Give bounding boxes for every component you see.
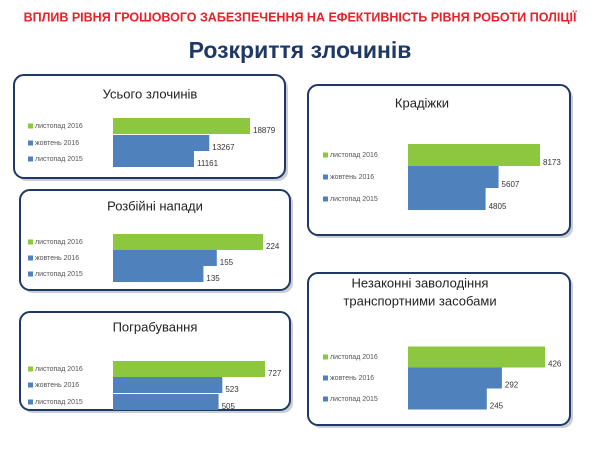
- bar: [113, 135, 210, 151]
- legend-marker: [28, 156, 33, 162]
- bar: [408, 166, 499, 188]
- legend-marker: [28, 366, 33, 372]
- value-label: 523: [225, 385, 239, 394]
- value-label: 224: [266, 242, 280, 251]
- legend-marker: [28, 123, 33, 129]
- chart-title: Розбійні напади: [107, 198, 203, 213]
- category-label: листопад 2016: [35, 239, 83, 246]
- legend-marker: [28, 271, 33, 277]
- bar: [113, 361, 265, 377]
- category-label: листопад 2015: [35, 156, 83, 163]
- chart-title: Крадіжки: [395, 95, 449, 110]
- value-label: 426: [548, 360, 562, 369]
- value-label: 11161: [197, 159, 219, 168]
- bar: [408, 388, 487, 410]
- category-label: листопад 2016: [330, 152, 378, 159]
- bar: [113, 394, 219, 410]
- bar: [113, 118, 250, 134]
- chart-title: транспортними засобами: [343, 293, 496, 308]
- legend-marker: [28, 399, 33, 405]
- legend-marker: [28, 382, 33, 388]
- bar: [113, 266, 204, 282]
- chart-title: Пограбування: [113, 319, 198, 334]
- category-label: жовтень 2016: [35, 140, 79, 147]
- category-label: листопад 2016: [330, 354, 378, 361]
- legend-marker: [28, 239, 33, 245]
- chart-panel: Крадіжки листопад 2016 8173 жовтень 2016 560…: [307, 84, 573, 238]
- value-label: 13267: [212, 143, 235, 152]
- value-label: 155: [220, 258, 234, 267]
- chart-title: Усього злочинів: [103, 86, 198, 101]
- bar: [113, 377, 223, 393]
- value-label: 505: [222, 402, 236, 411]
- legend-marker: [323, 396, 328, 402]
- value-label: 8173: [543, 158, 561, 167]
- value-label: 135: [206, 274, 220, 283]
- legend-marker: [28, 140, 33, 146]
- bar: [408, 188, 486, 210]
- legend-marker: [323, 354, 328, 360]
- bar: [113, 151, 194, 167]
- chart-panel: Незаконні заволодіння транспортними засоб…: [307, 272, 573, 428]
- value-label: 727: [268, 369, 282, 378]
- category-label: жовтень 2016: [35, 255, 79, 262]
- category-label: жовтень 2016: [330, 375, 374, 382]
- value-label: 292: [505, 381, 519, 390]
- chart-panel: Пограбування листопад 2016 727 жовтень 2016…: [19, 311, 293, 413]
- bar: [113, 250, 217, 266]
- value-label: 5607: [502, 180, 520, 189]
- chart-panel: Усього злочинів листопад 2016 18879 жовтень…: [13, 74, 288, 181]
- bar: [113, 234, 263, 250]
- legend-marker: [28, 255, 33, 261]
- category-label: листопад 2016: [35, 123, 83, 130]
- legend-marker: [323, 174, 328, 180]
- legend-marker: [323, 196, 328, 202]
- category-label: листопад 2015: [35, 399, 83, 406]
- category-label: листопад 2015: [330, 396, 378, 403]
- category-label: жовтень 2016: [330, 174, 374, 181]
- chart-title: Незаконні заволодіння: [352, 275, 489, 290]
- bar: [408, 367, 502, 389]
- value-label: 18879: [253, 126, 276, 135]
- value-label: 245: [490, 402, 504, 411]
- category-label: листопад 2015: [330, 196, 378, 203]
- category-label: жовтень 2016: [35, 382, 79, 389]
- legend-marker: [323, 375, 328, 381]
- value-label: 4805: [489, 202, 507, 211]
- chart-panel: Розбійні напади листопад 2016 224 жовтень 2…: [19, 189, 293, 293]
- category-label: листопад 2015: [35, 271, 83, 278]
- slide-title: Розкриття злочинів: [189, 37, 412, 63]
- bar: [408, 346, 545, 368]
- bar: [408, 144, 540, 166]
- slide-header: ВПЛИВ РІВНЯ ГРОШОВОГО ЗАБЕЗПЕЧЕННЯ НА ЕФ…: [24, 9, 577, 24]
- category-label: листопад 2016: [35, 366, 83, 373]
- legend-marker: [323, 152, 328, 158]
